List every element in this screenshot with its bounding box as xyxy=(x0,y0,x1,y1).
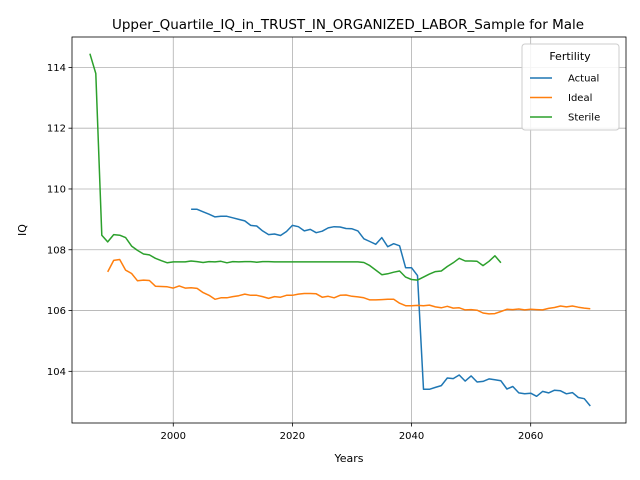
series-lines xyxy=(89,53,591,407)
legend-box xyxy=(521,43,620,131)
chart-title: Upper_Quartile_IQ_in_TRUST_IN_ORGANIZED_… xyxy=(112,17,584,33)
x-axis-label: Years xyxy=(333,452,363,465)
legend: Fertility Actual Ideal Sterile xyxy=(521,43,620,131)
legend-label-ideal: Ideal xyxy=(568,93,592,104)
x-tick-label: 2000 xyxy=(161,431,186,442)
y-tick-label: 104 xyxy=(47,367,66,378)
series-line-ideal xyxy=(107,258,591,315)
legend-label-sterile: Sterile xyxy=(568,113,600,124)
y-tick-label: 108 xyxy=(47,245,66,256)
y-tick-label: 106 xyxy=(47,306,66,317)
x-tick-label: 2020 xyxy=(280,431,305,442)
series-line-actual xyxy=(191,208,591,407)
axis-ticks: 2000 2020 2040 2060 104 106 108 110 112 114 xyxy=(47,63,544,442)
y-axis-label: IQ xyxy=(16,224,29,236)
x-tick-label: 2060 xyxy=(518,431,543,442)
y-tick-label: 110 xyxy=(47,184,66,195)
legend-label-actual: Actual xyxy=(568,74,599,85)
y-tick-label: 114 xyxy=(47,63,66,74)
plot-frame xyxy=(71,36,627,424)
legend-items: Actual Ideal Sterile xyxy=(530,74,600,124)
y-tick-label: 112 xyxy=(47,124,66,135)
legend-title: Fertility xyxy=(549,50,591,63)
series-line-sterile xyxy=(89,53,502,281)
x-tick-label: 2040 xyxy=(399,431,424,442)
